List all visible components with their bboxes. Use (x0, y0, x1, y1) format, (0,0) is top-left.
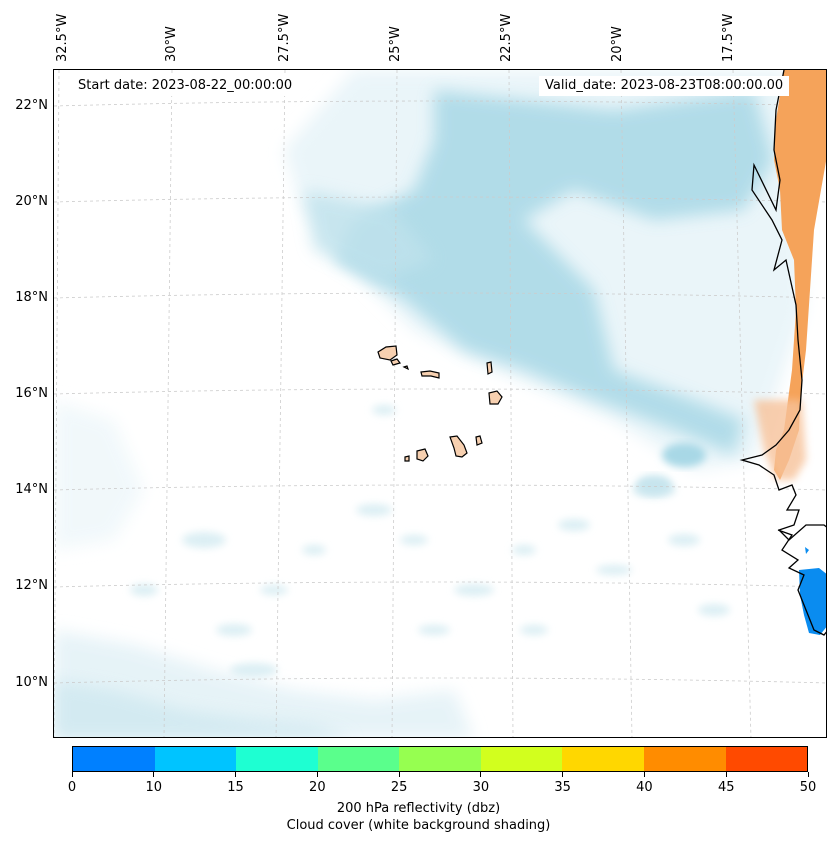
map-panel[interactable] (53, 69, 827, 738)
lon-label-22-5w: 22.5°W (499, 13, 514, 62)
colorbar-label: 200 hPa reflectivity (dbz) (336, 801, 501, 816)
colorbar-sublabel: Cloud cover (white background shading) (286, 818, 551, 833)
colorbar-tick (807, 772, 809, 777)
colorbar-segment (399, 747, 481, 771)
colorbar-tick-label: 50 (799, 780, 817, 795)
lat-label-10n: 10°N (15, 675, 48, 690)
cloud-patch-southeast (662, 443, 706, 467)
lat-label-16n: 16°N (15, 386, 48, 401)
lat-label-18n: 18°N (15, 290, 48, 305)
colorbar-tick-label: 0 (67, 780, 77, 795)
cloud-band-core (334, 90, 774, 455)
lon-label-20w: 20°W (610, 26, 625, 62)
colorbar-tick-label: 15 (227, 780, 244, 795)
colorbar-segment (480, 747, 563, 771)
island-santo-antao (377, 345, 398, 361)
lon-label-32-5w: 32.5°W (55, 13, 70, 62)
colorbar-tick-label: 30 (472, 780, 490, 795)
parallel-10n (54, 677, 826, 684)
cloud-patch-northwest (304, 190, 434, 280)
parallel-22n (54, 100, 826, 107)
lon-label-25w: 25°W (388, 26, 403, 62)
lon-label-27-5w: 27.5°W (277, 13, 292, 62)
colorbar-tick-label: 20 (309, 780, 326, 795)
island-fogo (416, 448, 429, 462)
parallel-20n (54, 196, 826, 203)
colorbar-tick (643, 772, 645, 777)
graticule (54, 70, 826, 737)
parallel-18n (54, 292, 826, 299)
colorbar-tick-label: 40 (636, 780, 653, 795)
colorbar-tick-label: 45 (717, 780, 735, 795)
meridian-30w (163, 70, 173, 737)
coastline-south (777, 529, 826, 636)
colorbar-segment (236, 747, 318, 771)
parallel-16n (54, 388, 826, 395)
coastline (739, 70, 826, 541)
island-santiago (449, 435, 468, 458)
colorbar-segment (73, 747, 155, 771)
colorbar-segment (725, 747, 808, 771)
cloud-speckles (130, 405, 730, 677)
lat-label-14n: 14°N (15, 482, 48, 497)
colorbar-tick (562, 772, 564, 777)
start-date-label: Start date: 2023-08-22_00:00:00 (72, 76, 299, 96)
reflectivity-cell (799, 568, 826, 635)
colorbar-segment (317, 747, 400, 771)
colorbar-tick (71, 772, 73, 777)
island-santa-luzia (402, 365, 410, 371)
colorbar-tick (725, 772, 727, 777)
lat-label-20n: 20°N (15, 194, 48, 209)
island-brava (404, 455, 410, 462)
island-sao-vicente (390, 358, 402, 366)
colorbar-segment (562, 747, 644, 771)
cloud-patch-west (54, 400, 144, 550)
colorbar-tick (398, 772, 400, 777)
lat-label-12n: 12°N (15, 578, 48, 593)
cloud-patch-south-central (636, 475, 672, 495)
parallel-12n (54, 581, 826, 588)
colorbar-tick (153, 772, 155, 777)
island-boa-vista (488, 390, 503, 405)
island-sal (486, 361, 493, 375)
colorbar-segment (154, 747, 237, 771)
meridian-27-5w (275, 70, 286, 737)
colorbar-tick (316, 772, 318, 777)
cloud-cover-shading (54, 70, 804, 737)
lon-label-17-5w: 17.5°W (721, 13, 736, 62)
map-canvas (54, 70, 826, 737)
colorbar-tick-label: 35 (554, 780, 571, 795)
colorbar-tick (235, 772, 237, 777)
lat-label-22n: 22°N (15, 98, 48, 113)
valid-date-label: Valid_date: 2023-08-23T08:00:00.00 (539, 76, 790, 96)
lon-label-30w: 30°W (164, 26, 179, 62)
colorbar-tick-label: 10 (145, 780, 163, 795)
reflectivity-cell-small (805, 547, 809, 554)
colorbar-segment (643, 747, 726, 771)
west-africa-coast (739, 70, 826, 636)
island-maio (475, 435, 483, 446)
coast-land-north (774, 70, 826, 480)
island-sao-nicolau (420, 370, 440, 379)
colorbar-tick (480, 772, 482, 777)
cape-verde-islands (377, 345, 503, 462)
colorbar (72, 746, 808, 772)
colorbar-tick-label: 25 (390, 780, 408, 795)
cloud-patch-southwest (54, 680, 349, 737)
parallel-14n (54, 484, 826, 491)
